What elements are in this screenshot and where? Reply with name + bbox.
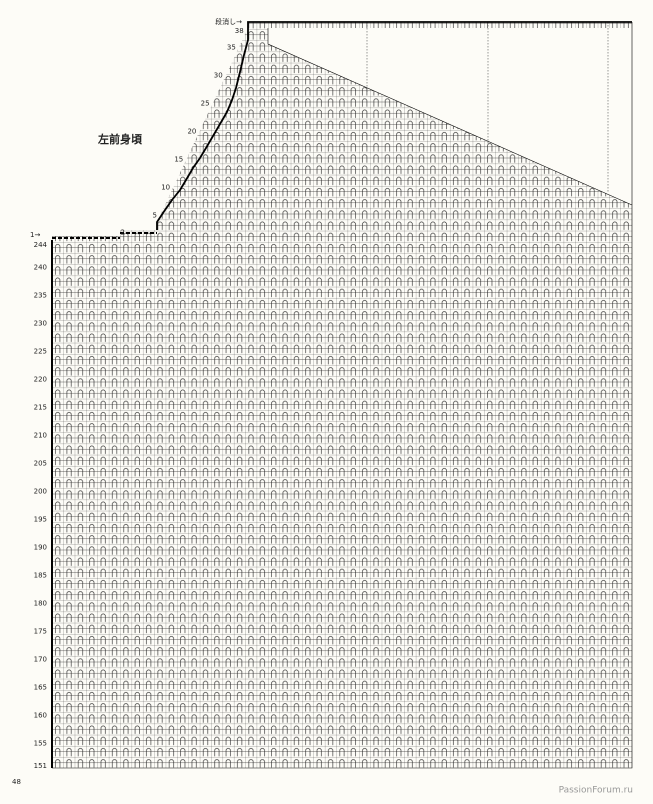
row-label: 25 xyxy=(201,100,210,108)
row-label: 244 xyxy=(34,241,48,249)
row-label: 185 xyxy=(34,571,47,579)
row-label: 10 xyxy=(161,184,170,192)
row-label: 170 xyxy=(34,655,47,663)
row-label: 230 xyxy=(34,319,47,327)
row-label: 38 xyxy=(235,27,244,35)
row-label: 155 xyxy=(34,739,47,747)
row-label: 30 xyxy=(214,72,223,80)
row-label: 195 xyxy=(34,515,47,523)
page-number: 48 xyxy=(12,778,21,786)
row-label: 190 xyxy=(34,543,47,551)
outline xyxy=(51,21,633,769)
row-label: 220 xyxy=(34,375,47,383)
row-label: 175 xyxy=(34,627,47,635)
watermark: PassionForum.ru xyxy=(559,786,633,796)
guide-lines xyxy=(366,22,609,193)
row-label: 225 xyxy=(34,347,47,355)
row-label: 35 xyxy=(227,44,236,52)
row-label: 240 xyxy=(34,263,47,271)
row-label: 200 xyxy=(34,487,47,495)
row-label: 151 xyxy=(34,762,47,770)
row-label: 180 xyxy=(34,599,47,607)
row-labels: 2442402352302252202152102052001951901851… xyxy=(34,27,244,770)
row-label: 210 xyxy=(34,431,47,439)
header-marker: 段消し→ xyxy=(215,17,242,26)
row-label: 235 xyxy=(34,291,47,299)
row-label: 2 xyxy=(121,228,125,236)
chart-title: 左前身頃 xyxy=(97,132,143,146)
start-marker: 1→ xyxy=(30,231,40,239)
row-label: 20 xyxy=(187,128,196,136)
row-label: 165 xyxy=(34,683,47,691)
row-label: 160 xyxy=(34,711,47,719)
row-label: 15 xyxy=(174,156,183,164)
row-label: 205 xyxy=(34,459,47,467)
row-label: 5 xyxy=(153,212,157,220)
row-label: 215 xyxy=(34,403,47,411)
